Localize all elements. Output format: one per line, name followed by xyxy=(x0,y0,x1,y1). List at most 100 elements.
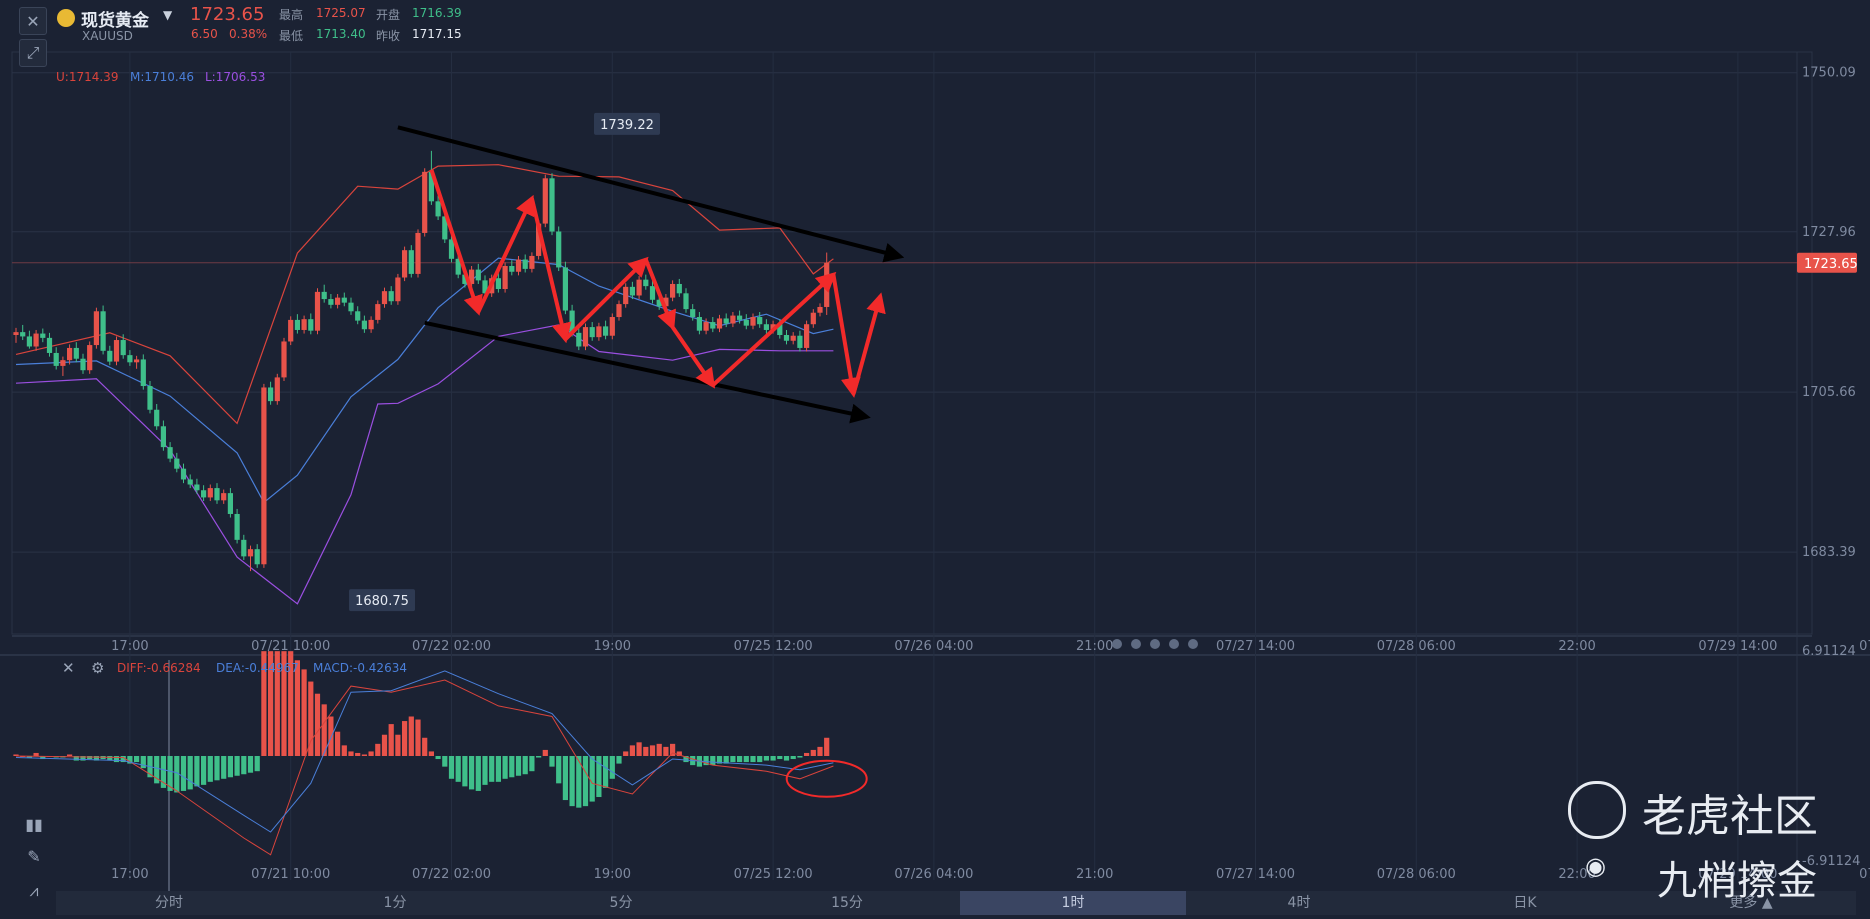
macd-histogram-bar xyxy=(40,756,46,760)
candle-body xyxy=(723,318,729,324)
candle-body xyxy=(214,488,220,501)
macd-histogram-bar xyxy=(234,756,240,776)
settings-icon[interactable]: ⚙ xyxy=(91,659,105,677)
macd-diff-line xyxy=(15,679,834,856)
candle-body xyxy=(482,280,488,294)
candle-body xyxy=(174,458,180,469)
tab-0[interactable]: 分时 xyxy=(155,895,183,911)
macd-histogram-bar xyxy=(542,749,548,756)
macd-histogram-bar xyxy=(381,734,388,756)
candle-body xyxy=(462,274,468,284)
price-change-pct: 0.38% xyxy=(229,27,268,41)
macd-histogram-bar xyxy=(549,756,555,767)
candle-body xyxy=(549,178,555,232)
macd-time-axis-label: 07/26 04:00 xyxy=(894,867,973,882)
macd-histogram-bar xyxy=(254,756,260,772)
macd-histogram-bar xyxy=(730,756,736,763)
time-axis-label: 07/28 06:00 xyxy=(1377,639,1456,654)
macd-histogram-bar xyxy=(509,756,515,778)
macd-time-axis-label: 07/25 12:00 xyxy=(734,867,813,882)
macd-histogram-bar xyxy=(422,737,428,756)
candle-body xyxy=(797,335,803,348)
macd-histogram-bar xyxy=(596,756,602,798)
candle-body xyxy=(569,310,575,333)
high-annotation-box xyxy=(594,112,660,135)
candle-body xyxy=(73,347,79,359)
macd-histogram-bar xyxy=(603,756,609,788)
tab-6[interactable]: 日K xyxy=(1513,895,1537,911)
macd-histogram-bar xyxy=(268,651,274,756)
chart-line-icon[interactable]: ⩘ xyxy=(29,881,39,900)
macd-histogram-bar xyxy=(435,756,441,760)
macd-time-axis-label: 07/28 06:00 xyxy=(1377,867,1456,882)
close-indicator-icon[interactable]: ✕ xyxy=(62,659,75,677)
macd-histogram-bar xyxy=(777,756,783,760)
expand-icon[interactable]: ⤢ xyxy=(19,39,47,67)
macd-histogram-bar xyxy=(442,756,448,767)
tab-4[interactable]: 1时 xyxy=(960,891,1186,915)
candle-body xyxy=(402,250,408,278)
candle-body xyxy=(53,352,59,366)
candle-body xyxy=(422,171,428,233)
time-axis-label: 17:00 xyxy=(111,639,148,654)
low-annotation-box xyxy=(349,589,415,612)
boll-lower-legend: L:1706.53 xyxy=(205,70,266,84)
tiger-logo-icon xyxy=(1568,781,1626,839)
macd-histogram-bar xyxy=(582,756,589,807)
macd-histogram-bar xyxy=(522,756,528,775)
candle-body xyxy=(556,231,562,268)
candle-body xyxy=(227,493,233,514)
macd-histogram-bar xyxy=(703,756,709,766)
candle-body xyxy=(254,549,260,565)
macd-histogram-bar xyxy=(428,751,434,756)
tab-1[interactable]: 1分 xyxy=(383,895,407,911)
candle-body xyxy=(388,291,394,302)
macd-time-axis-label: 07/27 14:00 xyxy=(1216,867,1295,882)
macd-histogram-bar xyxy=(663,746,669,756)
candle-body xyxy=(113,340,120,362)
low-annotation-label: 1680.75 xyxy=(355,594,409,609)
candle-body xyxy=(589,327,595,338)
macd-histogram-bar xyxy=(750,756,756,763)
chevron-down-icon[interactable]: ▼ xyxy=(163,8,173,22)
tab-2[interactable]: 5分 xyxy=(609,895,633,911)
draw-pen-icon[interactable]: ✎ xyxy=(27,847,41,866)
macd-histogram-bar xyxy=(495,756,501,782)
macd-histogram-bar xyxy=(763,756,769,761)
macd-histogram-bar xyxy=(207,756,213,782)
boll-upper-line xyxy=(15,164,834,425)
candle-body xyxy=(261,387,267,565)
macd-histogram-bar xyxy=(623,751,629,756)
macd-dea-line xyxy=(15,670,834,833)
prev-close-value: 1717.15 xyxy=(412,27,462,41)
tab-3[interactable]: 15分 xyxy=(831,895,863,911)
red-arrow-segment xyxy=(643,258,676,331)
candle-body xyxy=(502,266,508,289)
macd-histogram-bar xyxy=(113,756,120,763)
gold-coin-icon xyxy=(57,9,75,27)
macd-histogram-bar xyxy=(274,651,280,756)
macd-histogram-bar xyxy=(569,756,575,807)
candle-body xyxy=(710,322,716,329)
candle-body xyxy=(448,239,455,259)
macd-histogram-bar xyxy=(649,745,656,756)
candle-body xyxy=(603,326,609,336)
candle-body xyxy=(160,426,166,448)
macd-time-axis-label: 07/21 10:00 xyxy=(251,867,330,882)
close-icon[interactable]: ✕ xyxy=(19,7,47,35)
indicator-icon[interactable]: ▮▮ xyxy=(25,815,43,834)
candle-body xyxy=(288,319,294,342)
tab-7[interactable]: 更多 ▲ xyxy=(1729,895,1773,911)
high-label: 最高 xyxy=(279,8,304,22)
instrument-name[interactable]: 现货黄金 xyxy=(81,11,149,31)
macd-histogram-bar xyxy=(187,756,193,790)
candle-body xyxy=(314,291,321,331)
macd-histogram-bar xyxy=(609,756,615,779)
candle-body xyxy=(770,324,776,330)
tab-5[interactable]: 4时 xyxy=(1287,895,1311,911)
trend-arrow-line xyxy=(424,320,871,424)
candle-body xyxy=(134,359,140,363)
macd-histogram-bar xyxy=(341,745,347,756)
red-arrow-segment xyxy=(429,169,483,316)
